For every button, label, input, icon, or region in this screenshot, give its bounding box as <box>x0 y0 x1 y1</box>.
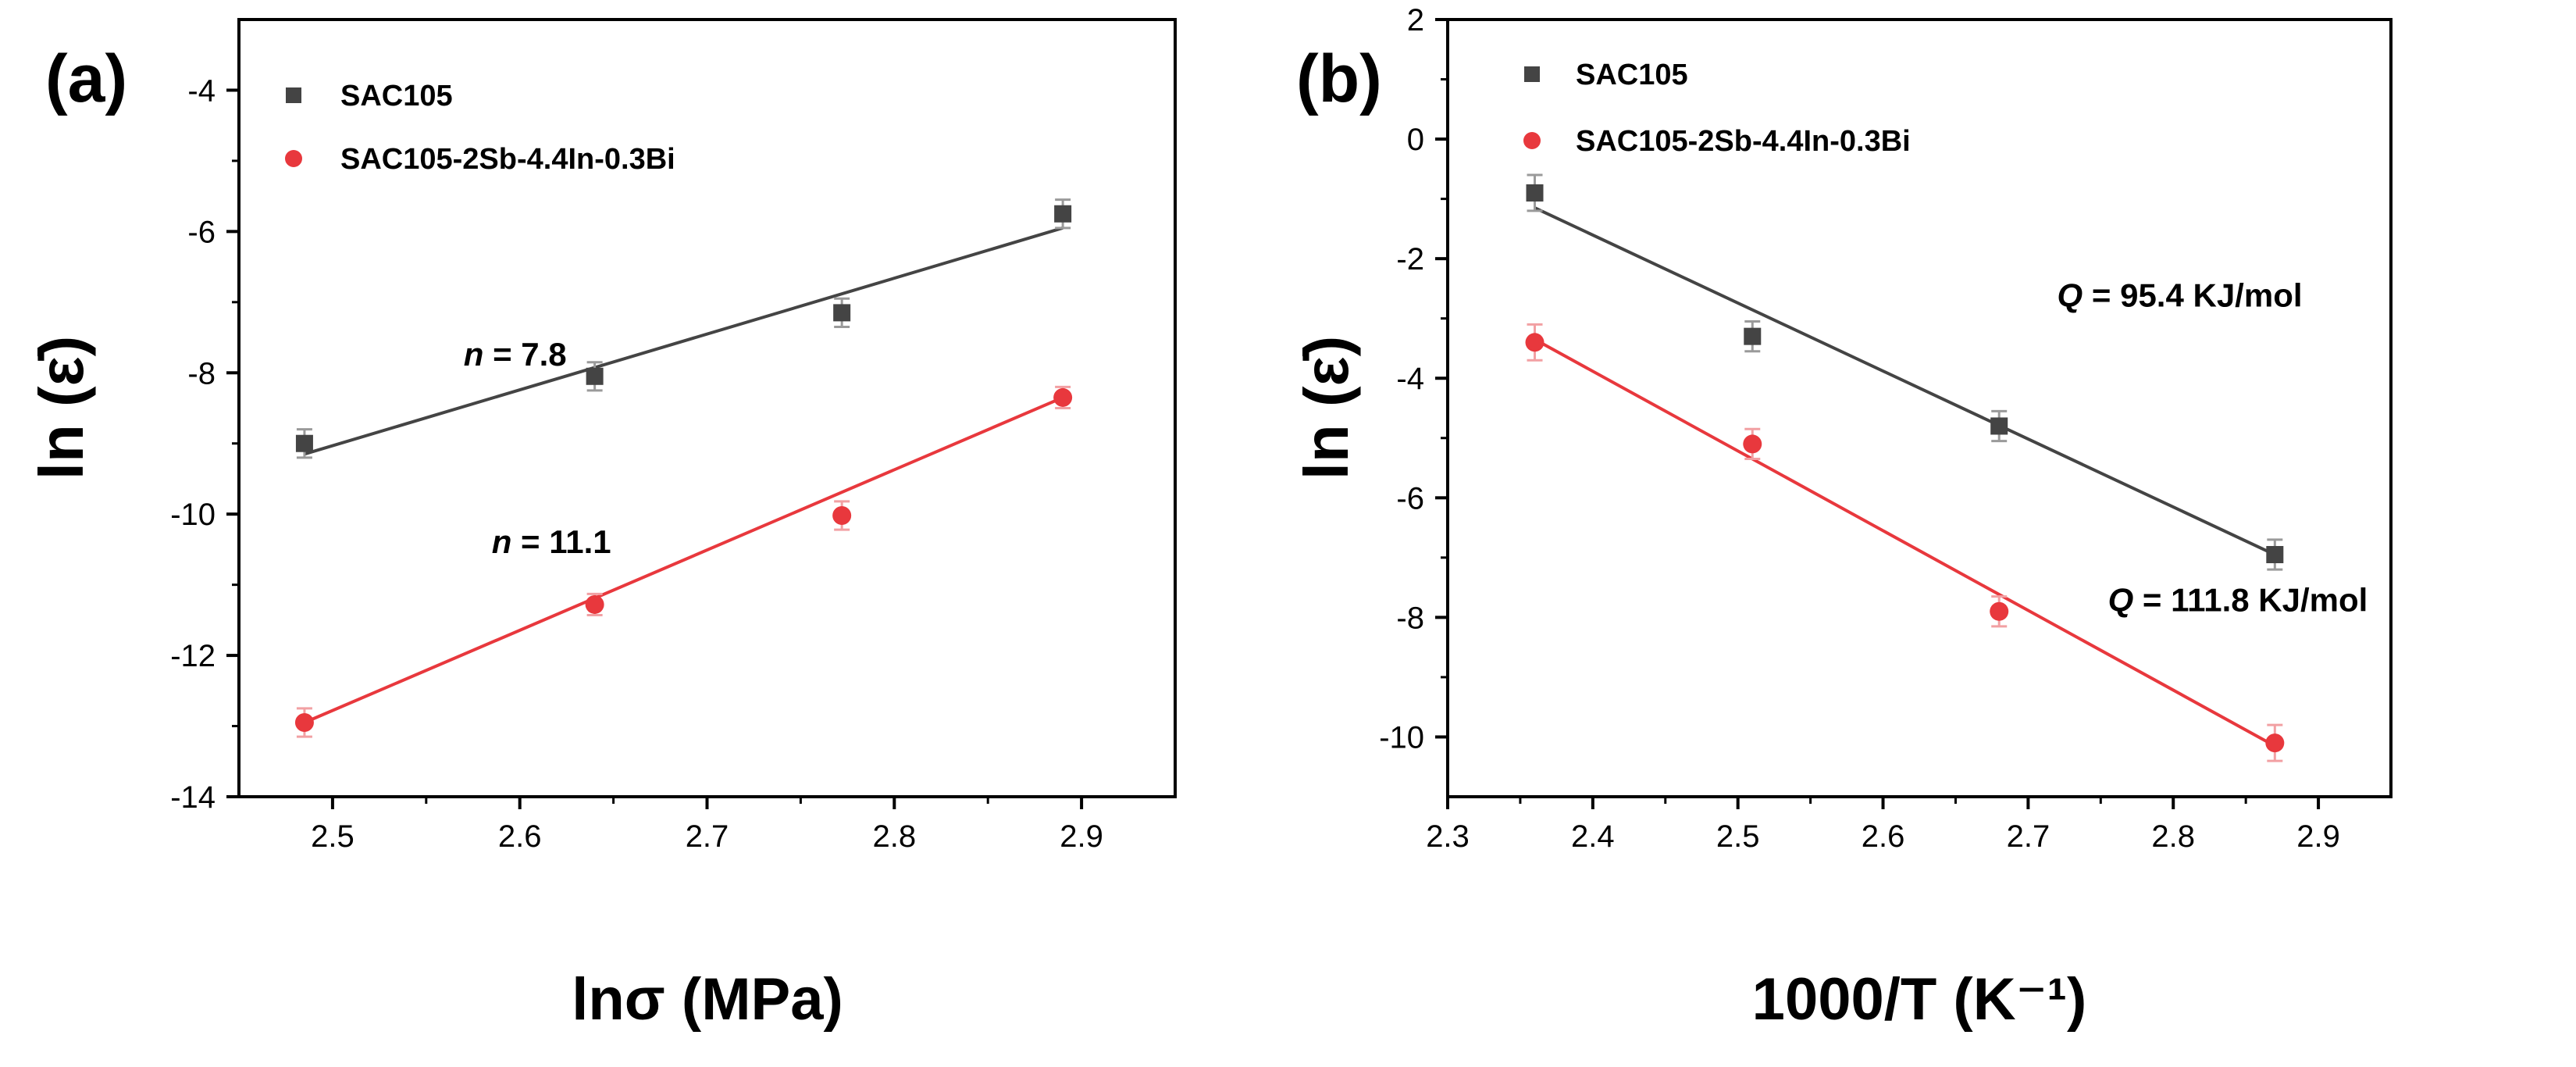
legend-label: SAC105-2Sb-4.4In-0.3Bi <box>1576 125 1911 158</box>
data-point <box>585 594 604 614</box>
y-tick-label: -6 <box>187 215 216 249</box>
x-tick-label: 2.9 <box>2296 819 2340 854</box>
annotation-value: = 11.1 <box>511 523 611 560</box>
data-point <box>1990 601 2009 621</box>
data-point <box>1054 205 1072 223</box>
y-tick-label: 0 <box>1407 123 1424 157</box>
annotation-value: = 95.4 KJ/mol <box>2083 277 2302 313</box>
data-point <box>1990 417 2008 435</box>
fit-line <box>304 226 1064 456</box>
x-tick-label: 2.4 <box>1571 819 1615 854</box>
x-tick-label: 2.8 <box>872 819 916 854</box>
series-sac105 <box>295 198 1072 459</box>
data-point <box>2266 546 2284 564</box>
legend-marker <box>1524 66 1540 82</box>
annotation: Q = 95.4 KJ/mol <box>2058 277 2303 314</box>
data-point <box>2265 733 2285 753</box>
data-point <box>832 505 852 525</box>
x-axis-label: 1000/T (K⁻¹) <box>1752 966 2087 1033</box>
y-tick-label: -10 <box>1379 720 1424 755</box>
y-tick-label: -6 <box>1396 481 1424 516</box>
x-tick-label: 2.6 <box>498 819 542 854</box>
y-tick-label: -8 <box>187 356 216 391</box>
data-point <box>1526 184 1544 202</box>
annotation-symbol: Q <box>2108 582 2134 619</box>
x-axis-label: lnσ (MPa) <box>572 966 843 1033</box>
data-point <box>1053 387 1073 407</box>
legend-label: SAC105 <box>1576 59 1688 91</box>
y-tick-label: -2 <box>1396 242 1424 277</box>
legend-label: SAC105-2Sb-4.4In-0.3Bi <box>340 143 675 176</box>
y-axis-label: ln (ε̇) <box>1292 336 1361 480</box>
series-sac105-2sb-4.4in-0.3bi <box>1525 323 2285 762</box>
fit-line <box>1534 206 2276 556</box>
fit-line <box>304 396 1064 724</box>
x-tick-label: 2.9 <box>1060 819 1103 854</box>
data-point <box>586 367 604 385</box>
y-tick-label: -12 <box>170 639 216 673</box>
series-sac105 <box>1526 173 2284 571</box>
y-tick-label: 2 <box>1407 3 1424 37</box>
legend-marker <box>1523 132 1541 149</box>
data-point <box>1743 434 1762 454</box>
y-tick-label: -8 <box>1396 601 1424 635</box>
series-sac105-2sb-4.4in-0.3bi <box>294 385 1073 738</box>
x-tick-label: 2.8 <box>2151 819 2195 854</box>
annotation: n = 7.8 <box>464 336 567 373</box>
y-tick-label: -10 <box>170 498 216 532</box>
legend: SAC105 SAC105-2Sb-4.4In-0.3Bi <box>285 80 675 176</box>
y-tick-label: -4 <box>187 73 216 108</box>
legend-label: SAC105 <box>340 80 453 112</box>
annotation-value: = 7.8 <box>483 336 566 373</box>
legend-marker <box>285 150 302 167</box>
legend: SAC105 SAC105-2Sb-4.4In-0.3Bi <box>1523 59 1911 158</box>
plot-frame <box>1446 18 2393 798</box>
x-tick-label: 2.5 <box>1716 819 1760 854</box>
panel-a: 2.5 2.6 2.7 2.8 2.9 -14 -12 -10 -8 -6 -4 (a) ln (ε̇)… <box>27 18 1177 1033</box>
x-tick-label: 2.3 <box>1426 819 1470 854</box>
y-tick-label: -14 <box>170 780 216 815</box>
panel-label: (b) <box>1296 41 1382 116</box>
annotation-symbol: Q <box>2058 277 2083 314</box>
annotation-symbol: n <box>492 523 512 560</box>
annotation-symbol: n <box>464 336 484 373</box>
x-tick-label: 2.6 <box>1862 819 1905 854</box>
panel-b: 2.3 2.4 2.5 2.6 2.7 2.8 2.9 -10 -8 -6 -4 -2 0 2 (b) ln … <box>1292 3 2393 1033</box>
x-tick-label: 2.7 <box>686 819 729 854</box>
panel-label: (a) <box>45 41 127 116</box>
annotation: n = 11.1 <box>492 523 611 560</box>
fit-line <box>1534 337 2276 748</box>
annotation: Q = 111.8 KJ/mol <box>2108 582 2368 619</box>
legend-marker <box>286 87 301 103</box>
x-tick-label: 2.7 <box>2007 819 2050 854</box>
data-point <box>295 434 313 452</box>
data-point <box>833 304 851 322</box>
data-point <box>294 713 314 733</box>
x-tick-label: 2.5 <box>311 819 355 854</box>
y-tick-label: -4 <box>1396 362 1424 396</box>
data-point <box>1525 333 1545 352</box>
y-axis-label: ln (ε̇) <box>27 336 96 480</box>
annotation-value: = 111.8 KJ/mol <box>2133 582 2368 619</box>
data-point <box>1744 327 1762 345</box>
